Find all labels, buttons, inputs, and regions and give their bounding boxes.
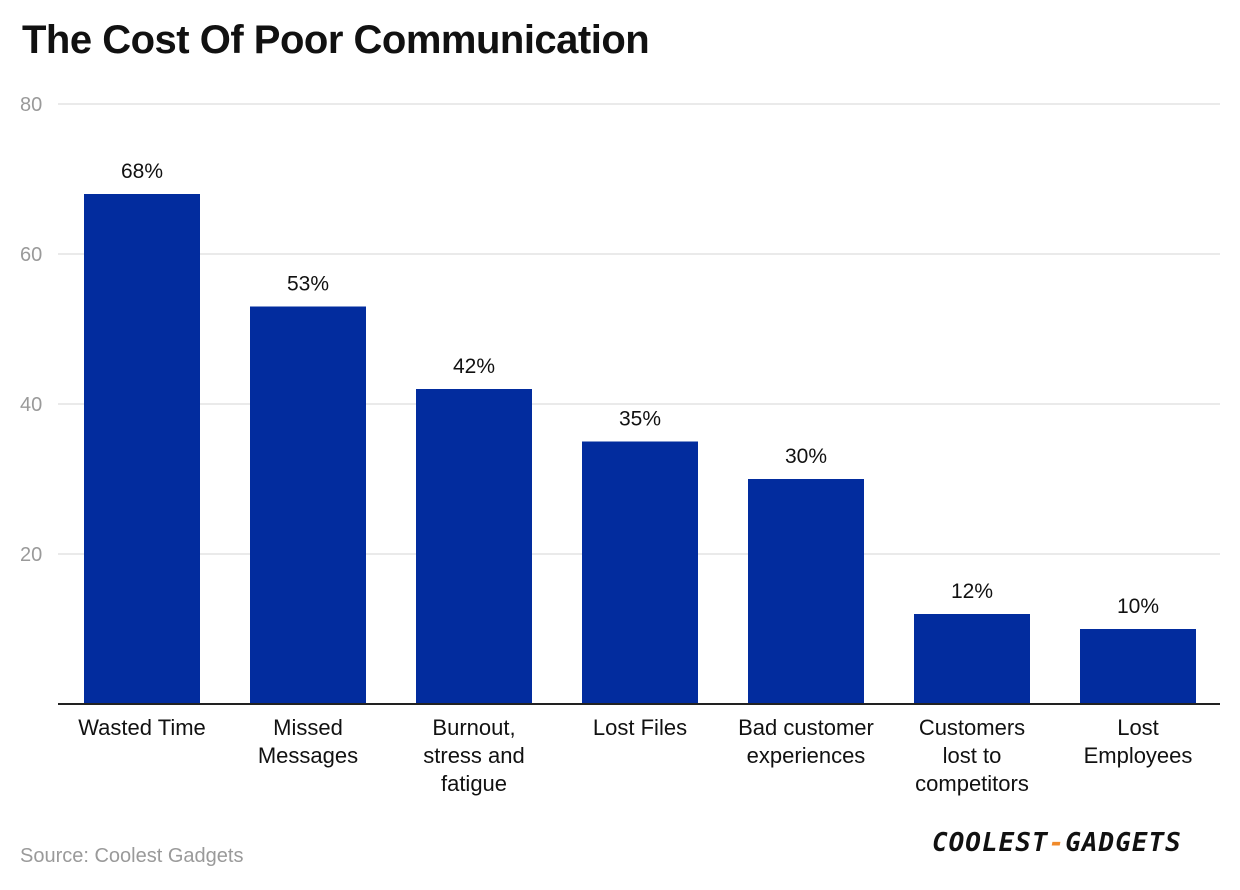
x-tick-label-line: Customers (919, 715, 1025, 740)
bar (748, 479, 864, 704)
coolest-gadgets-logo: COOLEST-GADGETS (932, 828, 1182, 858)
x-tick-label: Bad customer experiences (738, 715, 874, 768)
x-tick-label: Lost Employees (1084, 715, 1193, 768)
x-tick-label: Missed Messages (258, 715, 358, 768)
x-tick-label-line: Burnout, (432, 715, 515, 740)
y-tick-label: 40 (20, 394, 42, 416)
x-tick-label-line: Employees (1084, 743, 1193, 768)
x-tick-label-line: competitors (915, 771, 1029, 796)
x-tick-label-line: fatigue (441, 771, 507, 796)
data-label: 53% (287, 273, 329, 296)
x-tick-label: Wasted Time (78, 715, 206, 740)
logo-right: GADGETS (1065, 828, 1182, 858)
x-tick-label-line: Lost Files (593, 715, 687, 740)
bar (416, 389, 532, 704)
x-tick-label-line: experiences (747, 743, 866, 768)
x-tick-label-line: lost to (943, 743, 1002, 768)
y-tick-label: 60 (20, 244, 42, 266)
data-label: 42% (453, 355, 495, 378)
x-tick-label: Burnout, stress and fatigue (423, 715, 525, 796)
y-axis-ticks: 20 40 60 80 (20, 94, 42, 566)
bar (250, 306, 366, 704)
data-labels: 68% 53% 42% 35% 30% 12% 10% (121, 160, 1159, 618)
bar (914, 614, 1030, 704)
bar-chart: 20 40 60 80 68% 53% 42% 35% 30% 12% 10% Wasted Ti… (20, 94, 1220, 796)
x-tick-label: Customers lost to competitors (915, 715, 1029, 796)
data-label: 30% (785, 445, 827, 468)
bars (84, 194, 1196, 704)
bar (84, 194, 200, 704)
data-label: 35% (619, 408, 661, 431)
data-label: 12% (951, 580, 993, 603)
x-axis-labels: Wasted Time Missed Messages Burnout, stress … (78, 715, 1192, 796)
data-label: 68% (121, 160, 163, 183)
source-note: Source: Coolest Gadgets (20, 845, 244, 867)
y-tick-label: 20 (20, 544, 42, 566)
x-tick-label-line: Lost (1117, 715, 1159, 740)
logo-dash: - (1048, 828, 1066, 858)
x-tick-label-line: stress and (423, 743, 525, 768)
x-tick-label-line: Bad customer (738, 715, 874, 740)
logo-left: COOLEST (932, 828, 1049, 858)
chart-title: The Cost Of Poor Communication (22, 18, 650, 62)
bar (1080, 629, 1196, 704)
x-tick-label-line: Messages (258, 743, 358, 768)
data-label: 10% (1117, 595, 1159, 618)
x-tick-label: Lost Files (593, 715, 687, 740)
y-tick-label: 80 (20, 94, 42, 116)
x-tick-label-line: Missed (273, 715, 343, 740)
bar (582, 441, 698, 704)
x-tick-label-line: Wasted Time (78, 715, 206, 740)
